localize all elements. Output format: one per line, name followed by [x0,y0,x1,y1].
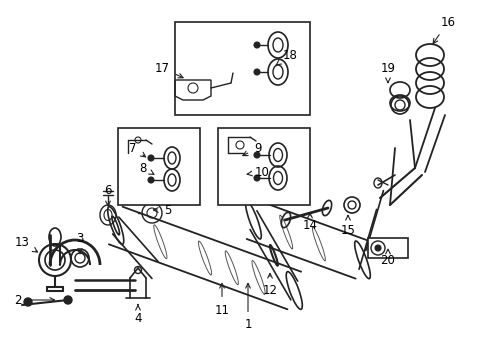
Text: 9: 9 [243,141,262,156]
Text: 2: 2 [14,293,54,306]
Text: 6: 6 [104,184,112,206]
Text: 18: 18 [276,49,297,65]
Circle shape [254,42,260,48]
Text: 11: 11 [215,283,229,316]
Bar [175,22,310,115]
Text: 15: 15 [341,215,355,237]
Text: 12: 12 [263,273,277,297]
Text: 1: 1 [244,283,252,332]
Text: 3: 3 [76,231,84,254]
Circle shape [254,175,260,181]
Text: 4: 4 [134,305,142,324]
Circle shape [24,298,32,306]
Circle shape [375,245,381,251]
Circle shape [254,152,260,158]
Ellipse shape [64,296,72,304]
Text: 20: 20 [381,249,395,266]
Text: 5: 5 [153,203,172,216]
Bar [218,128,310,205]
Circle shape [148,155,154,161]
Text: 16: 16 [433,15,456,44]
Text: 17: 17 [154,62,183,78]
Text: 7: 7 [129,141,146,157]
Text: 14: 14 [302,213,318,231]
Circle shape [148,177,154,183]
Text: 19: 19 [381,62,395,82]
Text: 13: 13 [15,235,37,252]
Bar [368,238,408,258]
Text: 8: 8 [139,162,154,175]
Bar [118,128,200,205]
Text: 10: 10 [247,166,270,179]
Circle shape [254,69,260,75]
